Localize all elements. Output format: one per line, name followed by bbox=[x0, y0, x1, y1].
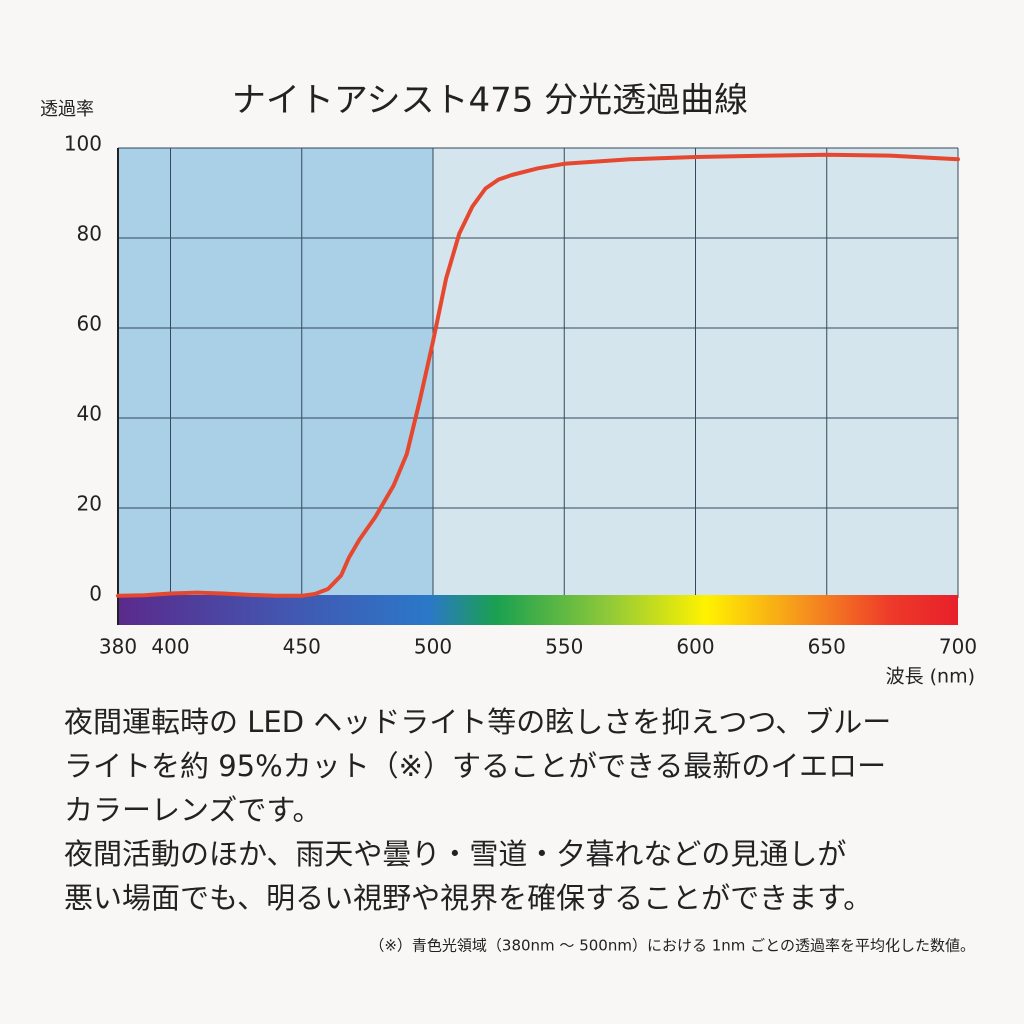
y-tick-label: 60 bbox=[77, 312, 102, 336]
footnote: （※）青色光領域（380nm ～ 500nm）における 1nm ごとの透過率を平… bbox=[369, 937, 975, 955]
y-tick-label: 100 bbox=[64, 132, 102, 156]
y-tick-label: 0 bbox=[89, 582, 102, 606]
series-line bbox=[116, 152, 960, 598]
y-tick-label: 40 bbox=[77, 402, 102, 426]
x-tick-label: 450 bbox=[283, 635, 321, 659]
paragraph-line: 悪い場面でも、明るい視野や視界を確保することができます。 bbox=[64, 881, 872, 915]
x-tick-label: 700 bbox=[939, 635, 977, 659]
shaded-region bbox=[118, 148, 433, 598]
x-axis-label: 波長 (nm) bbox=[886, 666, 975, 688]
x-tick-label: 400 bbox=[151, 635, 189, 659]
spectrum-bar bbox=[118, 595, 958, 625]
x-tick-label: 380 bbox=[99, 635, 137, 659]
chart-title: ナイトアシスト475 分光透過曲線 bbox=[232, 81, 748, 121]
paragraph-line: ライトを約 95%カット（※）することができる最新のイエロー bbox=[64, 749, 886, 783]
x-tick-label: 600 bbox=[676, 635, 714, 659]
paragraph-line: 夜間活動のほか、雨天や曇り・雪道・夕暮れなどの見通しが bbox=[64, 837, 846, 871]
paragraph-line: 夜間運転時の LED ヘッドライト等の眩しさを抑えつつ、ブルー bbox=[64, 705, 891, 739]
x-tick-label: 550 bbox=[545, 635, 583, 659]
x-tick-label: 650 bbox=[808, 635, 846, 659]
x-tick-label: 500 bbox=[414, 635, 452, 659]
y-tick-label: 20 bbox=[77, 492, 102, 516]
paragraph-line: カラーレンズです。 bbox=[64, 793, 322, 827]
y-axis-label: 透過率 bbox=[40, 99, 94, 120]
plot: 0 20 40 60 80 100 380 400 450 500 550 600 650 700 bbox=[64, 132, 977, 659]
y-tick-label: 80 bbox=[77, 222, 102, 246]
